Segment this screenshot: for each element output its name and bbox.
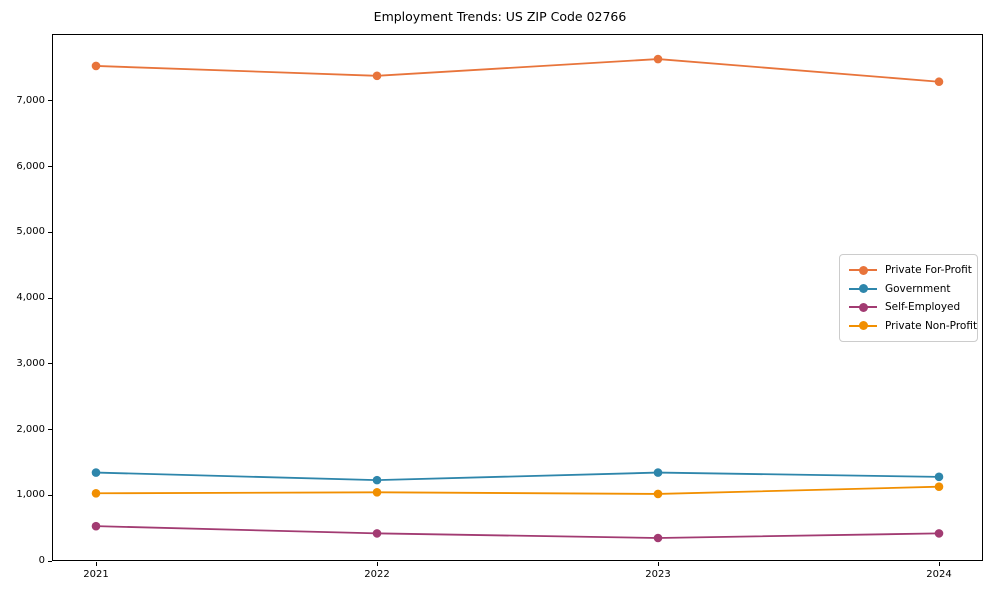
x-tick-mark xyxy=(657,562,659,566)
y-tick-mark xyxy=(48,494,52,496)
x-tick-label-2021: 2021 xyxy=(83,569,109,580)
y-tick-mark xyxy=(48,166,52,168)
data-point-government-2023 xyxy=(653,468,663,477)
y-tick-mark xyxy=(48,363,52,365)
x-tick-label-2023: 2023 xyxy=(645,569,671,580)
chart-canvas xyxy=(91,54,944,543)
data-point-self-employed-2021 xyxy=(91,521,101,531)
data-point-private-non-profit-2021 xyxy=(91,488,101,498)
y-tick-label-3000: 3,000 xyxy=(16,357,45,369)
y-tick-label-4000: 4,000 xyxy=(16,292,45,304)
data-point-self-employed-2022 xyxy=(372,529,382,538)
y-tick-label-1000: 1,000 xyxy=(16,489,45,501)
legend-label: Government xyxy=(885,282,951,295)
data-point-government-2024 xyxy=(934,472,944,482)
data-point-government-2022 xyxy=(372,475,382,485)
y-tick-label-2000: 2,000 xyxy=(16,423,45,435)
y-tick-label-5000: 5,000 xyxy=(16,226,45,238)
legend-dot-icon xyxy=(858,284,868,294)
legend-item-private-non-profit: Private Non-Profit xyxy=(849,320,977,332)
legend-dot-icon xyxy=(858,321,868,331)
y-tick-mark xyxy=(48,100,52,102)
data-point-government-2021 xyxy=(91,468,101,477)
y-tick-label-0: 0 xyxy=(38,555,45,566)
legend-line-marker-icon xyxy=(849,265,877,275)
x-tick-label-2022: 2022 xyxy=(364,569,390,580)
data-point-private-non-profit-2024 xyxy=(934,482,944,492)
legend-line-marker-icon xyxy=(849,321,877,331)
data-point-private-for-profit-2023 xyxy=(653,54,663,64)
data-point-private-non-profit-2023 xyxy=(653,489,663,499)
data-point-private-for-profit-2024 xyxy=(934,77,944,87)
data-point-private-non-profit-2022 xyxy=(372,487,382,497)
data-point-self-employed-2023 xyxy=(653,533,663,543)
data-point-private-for-profit-2022 xyxy=(372,71,382,81)
legend: Private For-Profit Government Self-Employe… xyxy=(839,254,978,342)
legend-label: Private Non-Profit xyxy=(885,319,978,332)
legend-label: Private For-Profit xyxy=(885,264,972,277)
y-tick-mark xyxy=(48,231,52,233)
legend-item-self-employed: Self-Employed xyxy=(849,301,968,313)
data-point-private-for-profit-2021 xyxy=(91,61,101,71)
x-tick-mark xyxy=(95,562,97,566)
legend-dot-icon xyxy=(858,265,868,275)
legend-item-government: Government xyxy=(849,283,968,295)
chart-title: Employment Trends: US ZIP Code 02766 xyxy=(373,9,627,24)
x-tick-label-2024: 2024 xyxy=(926,569,952,580)
y-tick-label-6000: 6,000 xyxy=(16,160,45,172)
x-tick-mark xyxy=(376,562,378,566)
legend-label: Self-Employed xyxy=(885,301,961,314)
legend-line-marker-icon xyxy=(849,302,877,312)
series-line-government xyxy=(95,471,940,482)
plot-area: Private For-Profit Government Self-Employe… xyxy=(52,34,983,561)
y-tick-mark xyxy=(48,429,52,430)
series-line-private-for-profit xyxy=(95,58,940,83)
series-line-self-employed xyxy=(95,525,940,539)
y-tick-mark xyxy=(48,560,52,562)
data-point-self-employed-2024 xyxy=(934,529,944,538)
legend-line-marker-icon xyxy=(849,284,877,294)
legend-dot-icon xyxy=(858,302,868,312)
y-tick-mark xyxy=(48,297,52,299)
y-tick-label-7000: 7,000 xyxy=(16,94,45,106)
series-line-private-non-profit xyxy=(95,485,940,495)
legend-item-private-for-profit: Private For-Profit xyxy=(849,264,972,276)
x-tick-mark xyxy=(938,562,940,566)
